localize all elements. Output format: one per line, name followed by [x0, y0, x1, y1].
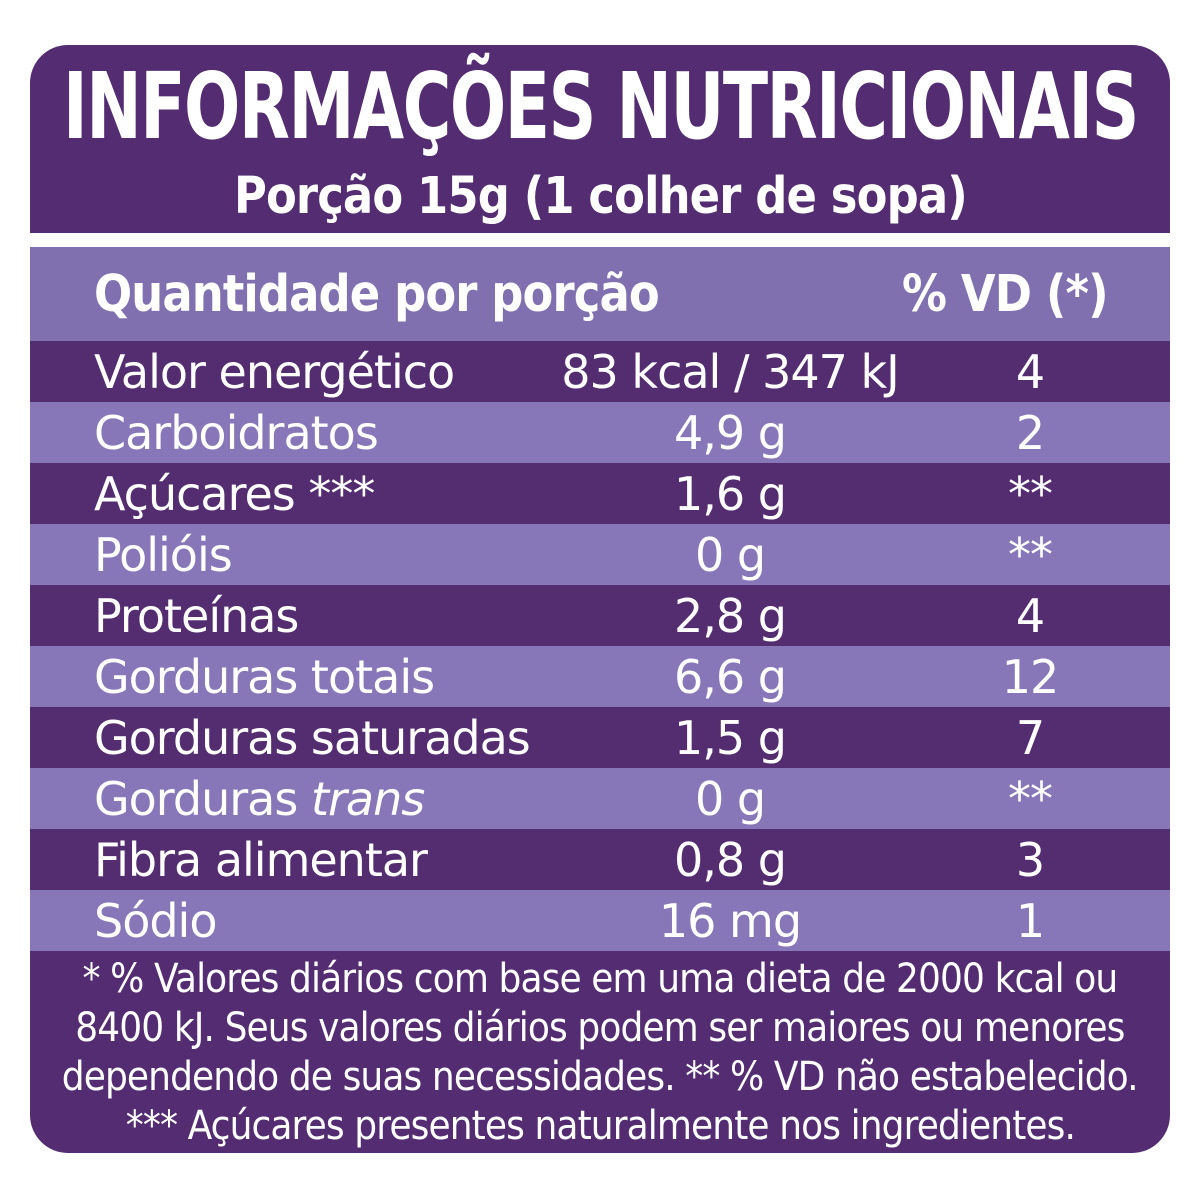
label-title: INFORMAÇÕES NUTRICIONAIS [62, 52, 1139, 160]
nutrient-value: 6,6 g [674, 649, 787, 704]
quantity-column-header: Quantidade por porção [94, 264, 660, 324]
nutrient-row: Sódio 16 mg 1 [30, 890, 1170, 951]
nutrient-value: 0 g [694, 527, 766, 582]
nutrient-table: Valor energético 83 kcal / 347 kJ 4 Carboid… [30, 341, 1170, 951]
nutrient-value: 1,5 g [674, 710, 787, 765]
nutrient-label: Sódio [94, 893, 217, 948]
nutrient-label: Carboidratos [94, 405, 379, 460]
nutrient-row: Gorduras trans 0 g ** [30, 768, 1170, 829]
footnote-line: dependendo de suas necessidades. ** % VD… [62, 1054, 1139, 1100]
nutrient-vd: ** [1008, 466, 1053, 521]
nutrient-value: 1,6 g [674, 466, 787, 521]
nutrient-label: Polióis [94, 527, 233, 582]
nutrition-label: INFORMAÇÕES NUTRICIONAIS Porção 15g (1 c… [30, 45, 1170, 1153]
nutrient-value: 0,8 g [674, 832, 787, 887]
nutrient-vd: 3 [1015, 832, 1045, 887]
footnote-line: *** Açúcares presentes naturalmente nos … [125, 1103, 1075, 1149]
label-header: INFORMAÇÕES NUTRICIONAIS Porção 15g (1 c… [30, 45, 1170, 233]
nutrient-row: Gorduras saturadas 1,5 g 7 [30, 707, 1170, 768]
nutrient-vd: 2 [1015, 405, 1045, 460]
nutrient-value: 4,9 g [674, 405, 787, 460]
nutrient-row: Valor energético 83 kcal / 347 kJ 4 [30, 341, 1170, 402]
nutrient-label: Gorduras saturadas [94, 710, 531, 765]
nutrient-row: Fibra alimentar 0,8 g 3 [30, 829, 1170, 890]
nutrient-label: Gorduras totais [94, 649, 435, 704]
nutrient-label: Valor energético [94, 344, 455, 399]
nutrient-row: Proteínas 2,8 g 4 [30, 585, 1170, 646]
nutrient-value: 2,8 g [674, 588, 787, 643]
table-column-header: Quantidade por porção % VD (*) [30, 247, 1170, 341]
footnote-line: 8400 kJ. Seus valores diários podem ser … [75, 1005, 1125, 1051]
nutrient-vd: 4 [1015, 588, 1045, 643]
nutrient-row: Açúcares *** 1,6 g ** [30, 463, 1170, 524]
nutrient-label: Açúcares *** [94, 466, 375, 521]
vd-column-header: % VD (*) [902, 264, 1109, 324]
nutrient-vd: 4 [1015, 344, 1045, 399]
nutrient-vd: 1 [1015, 893, 1045, 948]
serving-size: Porção 15g (1 colher de sopa) [233, 166, 968, 226]
nutrient-row: Polióis 0 g ** [30, 524, 1170, 585]
nutrient-row: Gorduras totais 6,6 g 12 [30, 646, 1170, 707]
nutrient-vd: 7 [1015, 710, 1045, 765]
nutrient-row: Carboidratos 4,9 g 2 [30, 402, 1170, 463]
nutrient-label: Gorduras trans [94, 771, 425, 826]
label-footer: * % Valores diários com base em uma diet… [30, 951, 1170, 1153]
nutrient-value: 0 g [694, 771, 766, 826]
nutrient-value: 16 mg [658, 893, 802, 948]
nutrient-label: Proteínas [94, 588, 299, 643]
nutrient-label: Fibra alimentar [94, 832, 428, 887]
nutrient-vd: ** [1008, 771, 1053, 826]
footnote-line: * % Valores diários com base em uma diet… [82, 956, 1119, 1002]
header-divider [30, 233, 1170, 247]
nutrient-value: 83 kcal / 347 kJ [561, 344, 899, 399]
nutrient-vd: 12 [1001, 649, 1060, 704]
nutrient-vd: ** [1008, 527, 1053, 582]
